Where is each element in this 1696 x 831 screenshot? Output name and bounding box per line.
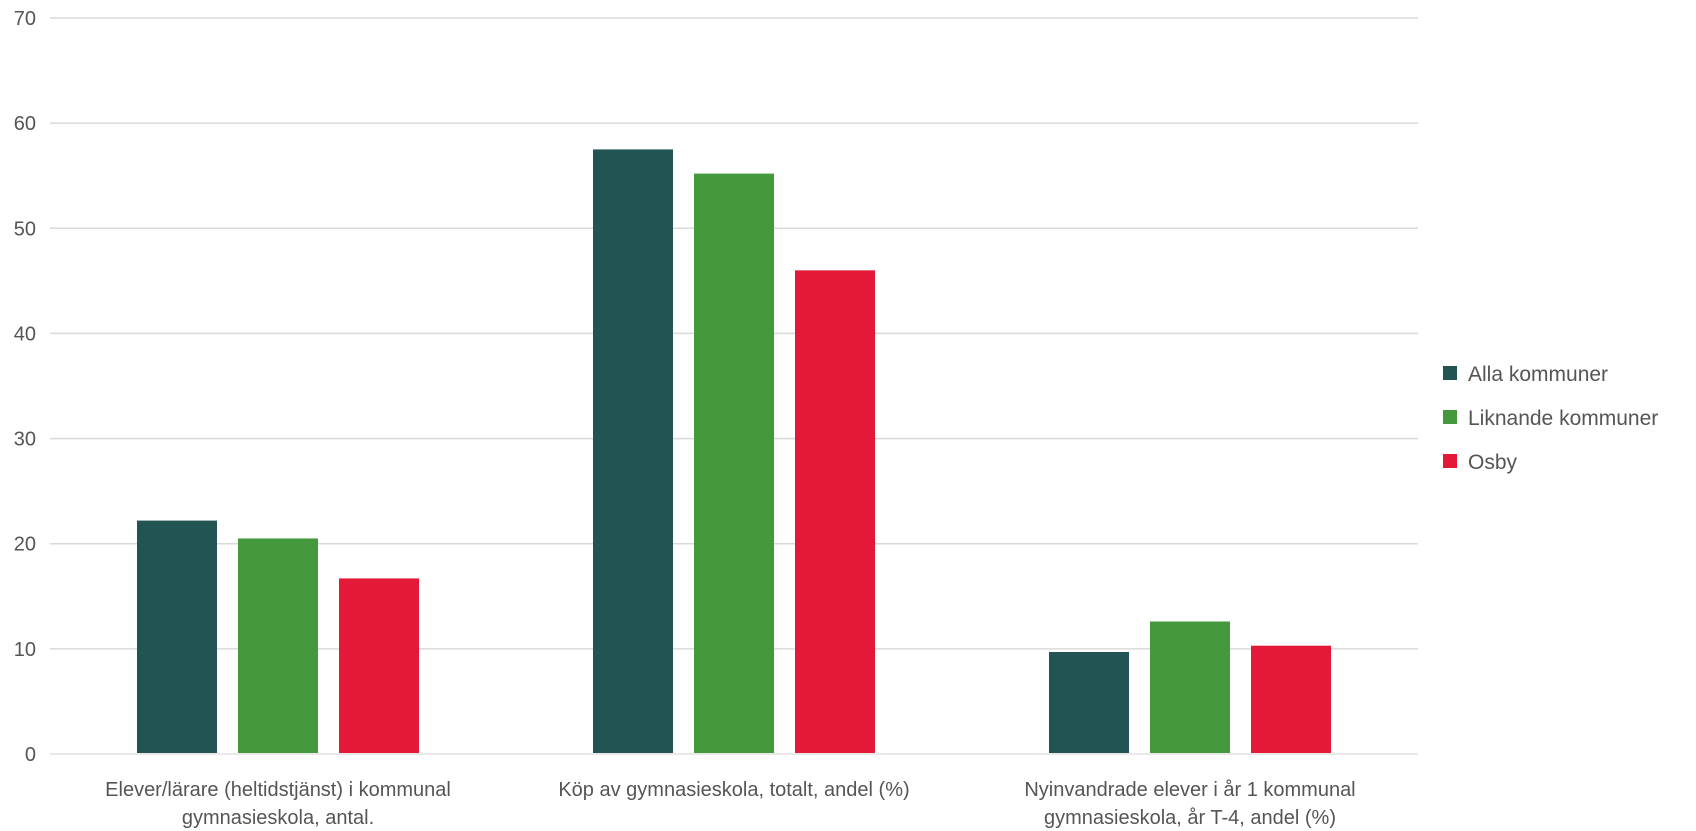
legend-swatch	[1443, 410, 1457, 424]
legend-item-alla-kommuner: Alla kommuner	[1443, 363, 1608, 386]
legend-swatch	[1443, 366, 1457, 380]
y-tick-label-20: 20	[14, 534, 36, 556]
bar-liknande-kommuner-category-3	[1150, 621, 1230, 754]
y-tick-label-30: 30	[14, 429, 36, 451]
x-category-label-line: gymnasieskola, antal.	[182, 807, 374, 829]
y-tick-label-10: 10	[14, 639, 36, 661]
y-tick-label-70: 70	[14, 8, 36, 30]
bar-alla-kommuner-category-3	[1049, 652, 1129, 754]
bar-alla-kommuner-category-2	[593, 149, 673, 754]
x-axis-category-labels: Elever/lärare (heltidstjänst) i kommunal…	[105, 779, 1355, 829]
bar-osby-category-2	[795, 270, 875, 754]
legend: Alla kommuner Liknande kommuner Osby	[1443, 363, 1658, 474]
bar-osby-category-1	[339, 578, 419, 754]
y-tick-label-0: 0	[25, 744, 36, 766]
bars	[50, 149, 1418, 755]
bar-osby-category-3	[1251, 645, 1331, 754]
y-tick-label-60: 60	[14, 113, 36, 135]
x-category-label-2: Köp av gymnasieskola, totalt, andel (%)	[558, 779, 909, 801]
legend-item-osby: Osby	[1443, 451, 1518, 474]
y-tick-label-50: 50	[14, 218, 36, 240]
legend-label: Liknande kommuner	[1468, 407, 1658, 430]
legend-label: Osby	[1468, 451, 1518, 474]
x-category-label-1: Elever/lärare (heltidstjänst) i kommunal…	[105, 779, 451, 829]
bar-liknande-kommuner-category-2	[694, 173, 774, 754]
x-category-label-line: Elever/lärare (heltidstjänst) i kommunal	[105, 779, 451, 801]
legend-item-liknande-kommuner: Liknande kommuner	[1443, 407, 1658, 430]
y-tick-label-40: 40	[14, 323, 36, 345]
y-axis-tick-labels: 0 10 20 30 40 50 60 70	[14, 8, 36, 766]
x-category-label-line: Köp av gymnasieskola, totalt, andel (%)	[558, 779, 909, 801]
legend-swatch	[1443, 454, 1457, 468]
legend-label: Alla kommuner	[1468, 363, 1608, 386]
bar-liknande-kommuner-category-1	[238, 538, 318, 754]
bar-alla-kommuner-category-1	[137, 520, 217, 754]
x-category-label-3: Nyinvandrade elever i år 1 kommunal gymna…	[1024, 779, 1355, 829]
x-category-label-line: Nyinvandrade elever i år 1 kommunal	[1024, 779, 1355, 801]
x-category-label-line: gymnasieskola, år T-4, andel (%)	[1044, 807, 1336, 829]
